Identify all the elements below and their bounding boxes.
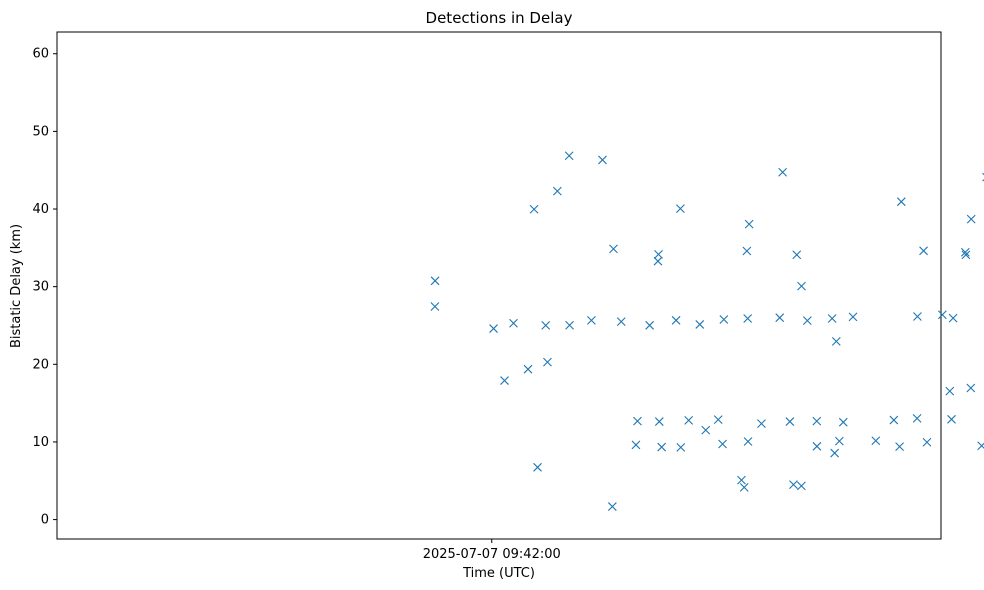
detection-point <box>742 246 752 256</box>
y-tick-label: 30 <box>32 280 49 295</box>
detection-point <box>616 317 626 326</box>
detection-point <box>838 417 848 427</box>
detection-point <box>552 186 562 196</box>
detection-point <box>719 315 729 324</box>
marker-layer <box>430 151 984 511</box>
detection-point <box>937 310 947 320</box>
detection-point <box>778 167 788 177</box>
detection-point <box>744 219 754 229</box>
detection-point <box>848 312 858 322</box>
detection-point <box>785 417 795 426</box>
detection-point <box>500 376 509 385</box>
y-tick-label: 40 <box>32 202 49 217</box>
detection-point <box>684 415 694 425</box>
detection-point <box>966 214 976 224</box>
detection-point <box>654 249 663 259</box>
detection-point <box>919 246 928 256</box>
y-axis: 0 10 20 30 40 50 60 <box>32 47 57 528</box>
detection-point <box>541 320 551 330</box>
detection-point <box>827 314 837 323</box>
detection-point <box>743 437 753 446</box>
detection-point <box>653 256 663 266</box>
detection-point <box>676 204 685 214</box>
detection-point <box>757 419 766 429</box>
detection-point <box>430 302 440 311</box>
detection-point <box>834 436 844 446</box>
detection-point <box>895 442 904 452</box>
detection-point <box>739 483 749 492</box>
detection-point <box>607 502 617 511</box>
detection-point <box>802 316 812 325</box>
detection-point <box>977 441 984 451</box>
detection-point <box>631 440 641 450</box>
detection-point <box>948 313 958 323</box>
detection-point <box>565 320 574 330</box>
plot-area-frame <box>56 31 942 540</box>
detection-point <box>489 324 498 333</box>
detection-point <box>966 383 976 393</box>
detection-point <box>960 247 970 257</box>
detection-point <box>871 436 881 446</box>
detection-point <box>797 481 806 491</box>
y-tick-label: 50 <box>32 124 49 139</box>
detection-point <box>609 244 618 254</box>
detection-point <box>695 320 705 329</box>
detection-point <box>587 316 596 325</box>
detection-point <box>657 442 667 452</box>
detection-point <box>961 250 971 260</box>
detection-point <box>654 417 664 426</box>
x-tick-label: 2025-07-07 09:42:00 <box>423 547 561 562</box>
detection-point <box>633 416 642 426</box>
detection-point <box>737 475 746 485</box>
chart-title: Detections in Delay <box>426 9 573 27</box>
detection-point <box>529 204 539 214</box>
detection-point <box>430 276 440 286</box>
y-tick-label: 10 <box>32 435 49 450</box>
detection-point <box>922 437 932 447</box>
detection-point <box>598 155 607 165</box>
detection-point <box>713 415 723 425</box>
detection-point <box>896 197 906 207</box>
detection-point <box>645 320 655 330</box>
x-axis-label: Time (UTC) <box>462 566 535 581</box>
detection-point <box>947 414 956 424</box>
detection-point <box>775 313 785 323</box>
detection-point <box>509 318 518 328</box>
detection-point <box>912 413 922 423</box>
detection-point <box>701 425 711 435</box>
detection-point <box>789 480 798 490</box>
detection-point <box>812 416 822 426</box>
detection-point <box>671 315 681 325</box>
y-tick-label: 0 <box>41 513 49 528</box>
detection-point <box>523 364 533 374</box>
y-tick-label: 60 <box>32 47 49 62</box>
y-tick-label: 20 <box>32 357 49 372</box>
detection-point <box>743 314 753 323</box>
detection-point <box>913 312 922 321</box>
detection-point <box>564 151 574 161</box>
detection-point <box>812 441 822 451</box>
detection-point <box>797 281 806 291</box>
detection-point <box>533 462 542 472</box>
detection-point <box>676 443 686 452</box>
detection-point <box>945 386 955 396</box>
detection-point <box>718 439 727 449</box>
y-axis-label: Bistatic Delay (km) <box>9 224 24 348</box>
detection-point <box>831 336 841 346</box>
detection-point <box>830 448 840 458</box>
detection-point <box>792 250 802 260</box>
detection-point <box>543 357 552 367</box>
detection-point <box>889 415 899 425</box>
x-axis: 2025-07-07 09:42:002025-07-07 09:43:0020… <box>423 539 561 562</box>
